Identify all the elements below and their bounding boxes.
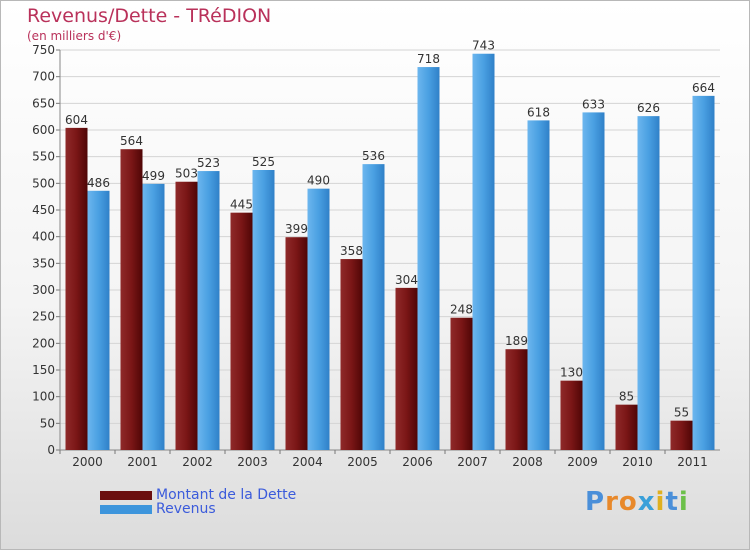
x-tick-label: 2008 xyxy=(512,455,543,469)
y-tick-label: 550 xyxy=(32,150,55,164)
data-label-revenue: 523 xyxy=(197,156,220,170)
bar-debt xyxy=(560,380,583,450)
bar-debt xyxy=(395,287,418,450)
chart-subtitle: (en milliers d'€) xyxy=(27,29,122,43)
logo-letter: i xyxy=(678,487,689,517)
data-label-revenue: 525 xyxy=(252,155,275,169)
bar-debt xyxy=(615,404,638,450)
x-tick-label: 2002 xyxy=(182,455,213,469)
bar-revenue xyxy=(637,116,660,450)
y-tick-label: 0 xyxy=(47,443,55,457)
bar-revenue xyxy=(307,188,330,450)
bar-debt xyxy=(340,259,363,450)
gridlines xyxy=(56,49,720,454)
y-tick-label: 200 xyxy=(32,336,55,350)
y-tick-label: 400 xyxy=(32,230,55,244)
x-tick-label: 2005 xyxy=(347,455,378,469)
data-label-revenue: 626 xyxy=(637,101,660,115)
bar-revenue xyxy=(582,112,605,451)
bar-debt xyxy=(505,349,528,450)
data-label-revenue: 633 xyxy=(582,97,605,111)
proxiti-logo: Proxiti xyxy=(585,487,689,517)
y-tick-label: 750 xyxy=(32,43,55,57)
legend-swatch-revenue xyxy=(100,504,152,514)
x-tick-label: 2007 xyxy=(457,455,488,469)
data-label-debt: 130 xyxy=(560,366,583,380)
data-label-debt: 445 xyxy=(230,198,253,212)
bar-revenue xyxy=(87,190,110,451)
y-tick-label: 650 xyxy=(32,96,55,110)
data-label-revenue: 486 xyxy=(87,176,110,190)
bar-revenue xyxy=(472,53,495,450)
y-tick-label: 50 xyxy=(40,416,55,430)
bar-debt xyxy=(175,181,198,450)
data-label-revenue: 618 xyxy=(527,105,550,119)
legend-label-revenue: Revenus xyxy=(156,501,216,517)
y-tick-label: 700 xyxy=(32,70,55,84)
bar-debt xyxy=(65,127,88,450)
bars-group xyxy=(65,53,715,451)
chart-title: Revenus/Dette - TRéDION xyxy=(27,5,272,27)
data-label-debt: 503 xyxy=(175,167,198,181)
legend-swatch-debt xyxy=(100,490,152,500)
data-label-debt: 304 xyxy=(395,273,418,287)
logo-letter: t xyxy=(665,487,679,517)
legend-label-debt: Montant de la Dette xyxy=(156,487,297,503)
y-tick-label: 300 xyxy=(32,283,55,297)
x-tick-label: 2009 xyxy=(567,455,598,469)
bar-revenue xyxy=(692,95,715,450)
data-label-debt: 358 xyxy=(340,244,363,258)
x-tick-label: 2011 xyxy=(677,455,708,469)
bar-debt xyxy=(450,317,473,450)
data-label-debt: 189 xyxy=(505,334,528,348)
x-tick-label: 2003 xyxy=(237,455,268,469)
logo-letter: P xyxy=(585,487,606,517)
data-label-debt: 399 xyxy=(285,222,308,236)
x-tick-label: 2006 xyxy=(402,455,433,469)
bar-revenue xyxy=(362,164,385,450)
data-label-revenue: 664 xyxy=(692,81,715,95)
y-tick-label: 250 xyxy=(32,310,55,324)
y-tick-label: 100 xyxy=(32,390,55,404)
data-label-debt: 604 xyxy=(65,113,88,127)
data-label-revenue: 536 xyxy=(362,149,385,163)
data-label-debt: 55 xyxy=(674,406,689,420)
data-label-revenue: 490 xyxy=(307,174,330,188)
logo-letter: o xyxy=(618,487,638,517)
labels-group: 0 50 100 150 200 250 300 350 400 450 500 550 600 650 7… xyxy=(32,39,715,469)
y-tick-label: 600 xyxy=(32,123,55,137)
bar-debt xyxy=(285,237,308,450)
data-label-revenue: 743 xyxy=(472,39,495,53)
legend-item-revenue: Revenus xyxy=(100,501,216,517)
bar-debt xyxy=(230,212,253,450)
data-label-debt: 564 xyxy=(120,134,143,148)
bar-debt xyxy=(670,420,693,450)
y-tick-label: 450 xyxy=(32,203,55,217)
data-label-debt: 85 xyxy=(619,390,634,404)
bar-revenue xyxy=(417,67,440,451)
y-tick-label: 150 xyxy=(32,363,55,377)
y-tick-label: 350 xyxy=(32,256,55,270)
logo-letter: r xyxy=(605,487,619,517)
legend-item-debt: Montant de la Dette xyxy=(100,487,296,503)
data-label-debt: 248 xyxy=(450,303,473,317)
bar-revenue xyxy=(142,183,165,450)
data-label-revenue: 499 xyxy=(142,169,165,183)
bar-revenue xyxy=(527,120,550,451)
x-tick-label: 2010 xyxy=(622,455,653,469)
bar-revenue xyxy=(197,171,220,451)
x-tick-label: 2001 xyxy=(127,455,158,469)
x-tick-label: 2000 xyxy=(72,455,103,469)
logo-letter: x xyxy=(637,487,656,517)
x-tick-label: 2004 xyxy=(292,455,323,469)
bar-debt xyxy=(120,149,143,450)
logo-letter: i xyxy=(655,487,666,517)
data-label-revenue: 718 xyxy=(417,52,440,66)
bar-revenue xyxy=(252,170,275,450)
y-tick-label: 500 xyxy=(32,176,55,190)
